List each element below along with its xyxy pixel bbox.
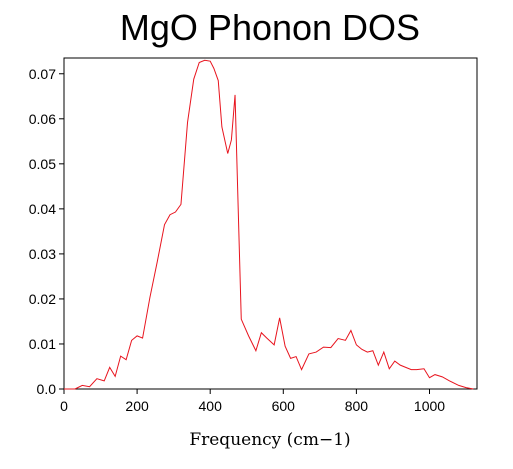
x-tick-label: 800 xyxy=(345,398,369,414)
y-axis: 0.0 0.01 0.02 0.03 0.04 0.05 0.06 0.07 xyxy=(29,66,64,397)
y-tick-label: 0.04 xyxy=(29,201,56,217)
chart-title: MgO Phonon DOS xyxy=(120,7,420,48)
y-tick-label: 0.03 xyxy=(29,246,56,262)
x-tick-label: 0 xyxy=(60,398,68,414)
y-tick-label: 0.0 xyxy=(37,381,57,397)
x-axis: 0 200 400 600 800 1000 xyxy=(60,389,445,414)
x-tick-label: 600 xyxy=(272,398,296,414)
x-tick-label: 200 xyxy=(125,398,149,414)
y-tick-label: 0.05 xyxy=(29,156,56,172)
x-tick-label: 400 xyxy=(199,398,223,414)
x-axis-label: Frequency (cm−1) xyxy=(189,430,350,450)
y-tick-label: 0.06 xyxy=(29,111,56,127)
y-tick-label: 0.01 xyxy=(29,336,56,352)
y-tick-label: 0.07 xyxy=(29,66,56,82)
x-tick-label: 1000 xyxy=(414,398,445,414)
y-tick-label: 0.02 xyxy=(29,291,56,307)
plot-frame xyxy=(63,57,478,390)
dos-series-line xyxy=(64,59,474,390)
